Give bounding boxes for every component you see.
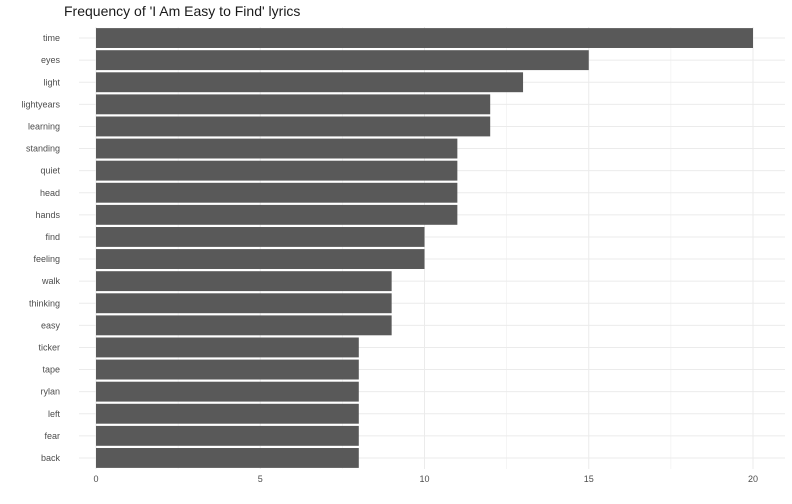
- category-label: lightyears: [21, 99, 60, 109]
- bar-thinking: [96, 293, 392, 314]
- x-tick-label: 5: [258, 474, 263, 484]
- bar-time: [96, 28, 753, 48]
- bar-standing: [96, 138, 458, 159]
- category-label: back: [41, 453, 61, 463]
- x-tick-label: 15: [584, 474, 594, 484]
- bar-hands: [96, 204, 458, 225]
- category-label: left: [48, 409, 61, 419]
- bar-quiet: [96, 160, 458, 181]
- bar-eyes: [96, 50, 589, 71]
- x-tick-label: 0: [93, 474, 98, 484]
- bar-feeling: [96, 249, 425, 269]
- bar-ticker: [96, 337, 359, 358]
- x-tick-label: 20: [748, 474, 758, 484]
- category-label: walk: [41, 276, 61, 286]
- bar-lightyears: [96, 94, 491, 115]
- category-label: easy: [41, 320, 61, 330]
- category-label: hands: [35, 210, 60, 220]
- bar-back: [96, 448, 359, 468]
- category-label: find: [45, 232, 60, 242]
- x-tick-label: 10: [419, 474, 429, 484]
- chart-title: Frequency of 'I Am Easy to Find' lyrics: [64, 3, 301, 19]
- bar-left: [96, 403, 359, 424]
- bar-fear: [96, 425, 359, 446]
- category-label: feeling: [33, 254, 60, 264]
- bar-head: [96, 182, 458, 203]
- category-label: learning: [28, 121, 60, 131]
- category-label: tape: [42, 365, 60, 375]
- category-label: quiet: [40, 166, 60, 176]
- bar-walk: [96, 271, 392, 292]
- category-label: light: [43, 77, 60, 87]
- category-label: standing: [26, 144, 60, 154]
- category-label: rylan: [40, 387, 60, 397]
- bar-rylan: [96, 381, 359, 402]
- bar-tape: [96, 359, 359, 380]
- bar-find: [96, 227, 425, 247]
- category-label: thinking: [29, 298, 60, 308]
- bar-light: [96, 72, 524, 93]
- category-label: ticker: [38, 342, 60, 352]
- category-label: eyes: [41, 55, 61, 65]
- category-label: fear: [44, 431, 60, 441]
- bar-easy: [96, 315, 392, 336]
- category-label: time: [43, 33, 60, 43]
- bar-learning: [96, 116, 491, 137]
- category-label: head: [40, 188, 60, 198]
